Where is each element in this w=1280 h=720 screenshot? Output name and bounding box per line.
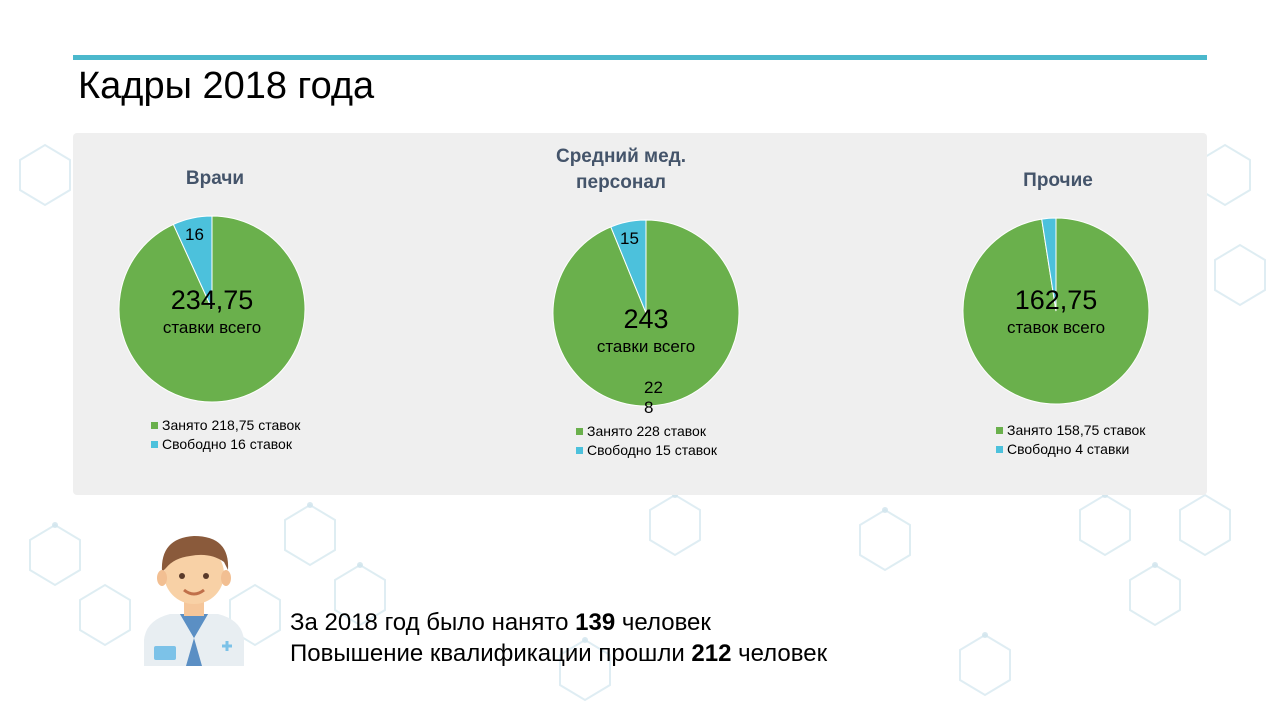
summary-text: За 2018 год было нанято 139 человек Повы…	[290, 607, 827, 669]
slice-label-free-nurses: 15	[620, 229, 639, 248]
pie-slice-free	[610, 219, 647, 314]
pie-svg-others	[962, 217, 1150, 405]
legend-label: Занято 158,75 ставок	[1007, 422, 1146, 438]
legend-item-occupied: Занято 218,75 ставок	[151, 416, 300, 435]
training-count: 212	[691, 640, 732, 667]
pie-svg-nurses	[552, 219, 740, 407]
legend-swatch-free	[996, 446, 1003, 453]
legend-others: Занято 158,75 ставок Свободно 4 ставки	[996, 421, 1145, 459]
center-value-others: 162,75	[1014, 285, 1098, 315]
center-value-nurses: 243	[623, 304, 669, 334]
hired-prefix: За 2018 год было нанято	[290, 609, 576, 636]
slice-label-occupied-nurses: 22 8	[644, 378, 663, 417]
pie-slice-free	[1041, 217, 1057, 312]
legend-swatch-occupied	[996, 427, 1003, 434]
legend-doctors: Занято 218,75 ставок Свободно 16 ставок	[151, 416, 300, 454]
legend-item-free: Свободно 4 ставки	[996, 440, 1145, 459]
legend-label: Свободно 4 ставки	[1007, 441, 1130, 457]
training-suffix: человек	[731, 640, 828, 667]
legend-nurses: Занято 228 ставок Свободно 15 ставок	[576, 422, 717, 460]
legend-swatch-occupied	[576, 428, 583, 435]
hired-line: За 2018 год было нанято 139 человек	[290, 607, 827, 638]
legend-label: Занято 218,75 ставок	[162, 417, 301, 433]
center-label-others: ставок всего	[1006, 318, 1106, 337]
page-title: Кадры 2018 года	[78, 65, 375, 107]
legend-item-free: Свободно 15 ставок	[576, 441, 717, 460]
chart-title-others: Прочие	[1023, 170, 1093, 191]
pie-chart-others	[962, 217, 1150, 405]
chart-title-doctors: Врачи	[185, 168, 245, 189]
legend-item-free: Свободно 16 ставок	[151, 435, 300, 454]
legend-swatch-occupied	[151, 422, 158, 429]
legend-label: Свободно 15 ставок	[587, 442, 717, 458]
legend-label: Занято 228 ставок	[587, 423, 706, 439]
legend-label: Свободно 16 ставок	[162, 436, 292, 452]
slice-label-free-doctors: 16	[185, 225, 204, 244]
center-label-doctors: ставки всего	[162, 318, 262, 337]
legend-item-occupied: Занято 228 ставок	[576, 422, 717, 441]
pie-svg-doctors	[118, 215, 306, 403]
pie-chart-doctors	[118, 215, 306, 403]
hired-suffix: человек	[615, 609, 711, 636]
pie-slice-free	[172, 215, 213, 310]
legend-swatch-free	[151, 441, 158, 448]
training-prefix: Повышение квалификации прошли	[290, 640, 692, 667]
legend-item-occupied: Занято 158,75 ставок	[996, 421, 1145, 440]
center-value-doctors: 234,75	[170, 285, 254, 315]
hired-count: 139	[575, 609, 616, 636]
pie-chart-nurses	[552, 219, 740, 407]
doctor-avatar-icon	[144, 536, 244, 666]
legend-swatch-free	[576, 447, 583, 454]
training-line: Повышение квалификации прошли 212 челове…	[290, 638, 827, 669]
title-accent-line	[73, 55, 1207, 60]
center-label-nurses: ставки всего	[596, 337, 696, 356]
chart-title-nurses: Средний мед. персонал	[555, 146, 687, 193]
